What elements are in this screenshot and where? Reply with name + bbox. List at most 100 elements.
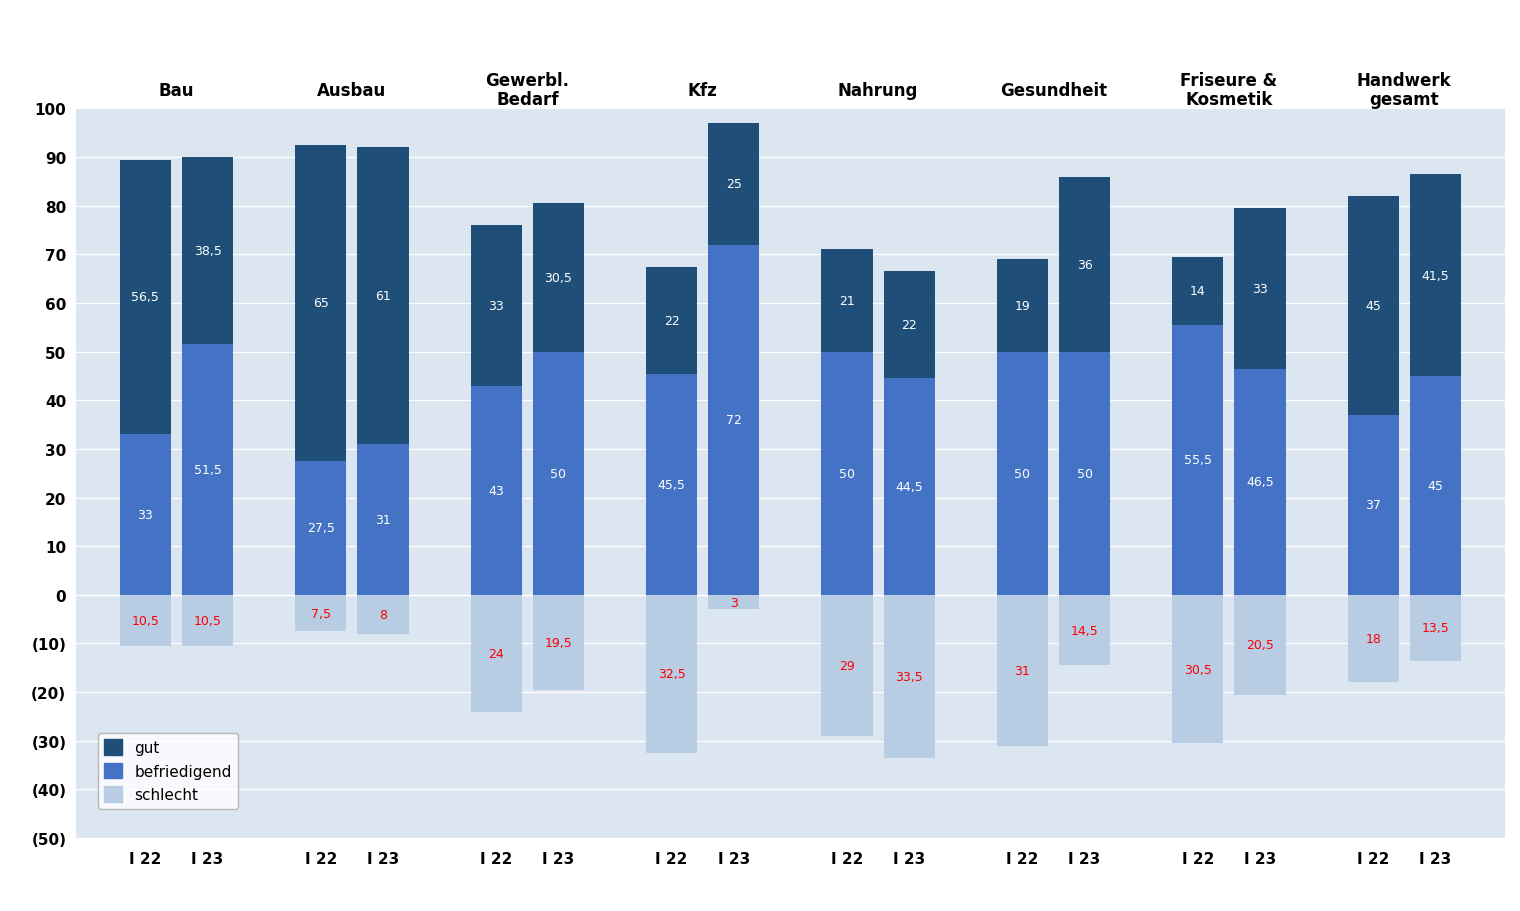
Text: 21: 21: [839, 295, 854, 308]
Bar: [1059, 353, 1110, 595]
Bar: [708, 595, 760, 609]
Text: 10,5: 10,5: [132, 614, 160, 627]
Bar: [471, 226, 521, 386]
Text: 27,5: 27,5: [307, 522, 334, 535]
Text: 50: 50: [1076, 467, 1093, 480]
Bar: [1409, 595, 1461, 660]
Text: Kosmetik: Kosmetik: [1186, 91, 1272, 109]
Text: 45: 45: [1427, 479, 1444, 492]
Bar: [471, 386, 521, 595]
Text: 37: 37: [1365, 499, 1382, 512]
Text: 44,5: 44,5: [895, 481, 923, 494]
Bar: [182, 158, 233, 345]
Text: 51,5: 51,5: [193, 464, 222, 476]
Text: Friseure &: Friseure &: [1181, 72, 1277, 90]
Text: 46,5: 46,5: [1246, 476, 1274, 488]
Bar: [471, 595, 521, 711]
Text: Kfz: Kfz: [689, 82, 717, 99]
Bar: [883, 595, 935, 758]
Bar: [295, 462, 347, 595]
Text: Gewerbl.: Gewerbl.: [485, 72, 570, 90]
Text: 33: 33: [137, 508, 154, 521]
Bar: [821, 251, 872, 353]
Bar: [120, 160, 172, 435]
Bar: [883, 379, 935, 595]
Bar: [120, 435, 172, 595]
Text: 30,5: 30,5: [544, 271, 573, 284]
Bar: [1409, 175, 1461, 376]
Bar: [1348, 415, 1398, 595]
Bar: [1234, 595, 1286, 695]
Bar: [883, 272, 935, 379]
Bar: [357, 148, 409, 445]
Text: 22: 22: [664, 314, 679, 327]
Legend: gut, befriedigend, schlecht: gut, befriedigend, schlecht: [97, 733, 239, 809]
Bar: [708, 245, 760, 595]
Bar: [295, 595, 347, 631]
Bar: [1172, 258, 1224, 325]
Bar: [534, 204, 584, 353]
Text: 36: 36: [1076, 259, 1093, 271]
Bar: [997, 260, 1047, 353]
Bar: [1059, 595, 1110, 666]
Text: 72: 72: [727, 414, 742, 426]
Text: 19: 19: [1014, 300, 1031, 312]
Text: 56,5: 56,5: [132, 292, 160, 304]
Bar: [1172, 325, 1224, 595]
Text: gesamt: gesamt: [1370, 91, 1439, 109]
Bar: [1234, 369, 1286, 595]
Text: 43: 43: [488, 485, 505, 497]
Text: 29: 29: [839, 660, 854, 672]
Text: 50: 50: [839, 467, 856, 480]
Text: 8: 8: [378, 609, 388, 621]
Text: 61: 61: [375, 290, 391, 302]
Bar: [821, 595, 872, 736]
Text: 55,5: 55,5: [1184, 454, 1211, 466]
Text: 31: 31: [1014, 664, 1031, 677]
Bar: [708, 124, 760, 245]
Text: Handwerk: Handwerk: [1357, 72, 1452, 90]
Text: 13,5: 13,5: [1421, 621, 1449, 634]
Text: 20,5: 20,5: [1246, 639, 1274, 651]
Text: 50: 50: [550, 467, 567, 480]
Text: Gesundheit: Gesundheit: [1000, 82, 1107, 99]
Bar: [1172, 595, 1224, 743]
Text: Bau: Bau: [158, 82, 195, 99]
Text: 33: 33: [488, 300, 505, 312]
Bar: [182, 595, 233, 646]
Text: 19,5: 19,5: [544, 636, 572, 649]
Bar: [1409, 376, 1461, 595]
Text: 22: 22: [901, 319, 917, 332]
Bar: [997, 353, 1047, 595]
Bar: [534, 595, 584, 690]
Text: 14: 14: [1190, 285, 1205, 298]
Text: 24: 24: [488, 647, 505, 660]
Bar: [646, 595, 698, 753]
Bar: [646, 267, 698, 374]
Text: 7,5: 7,5: [310, 607, 331, 619]
Bar: [1348, 197, 1398, 415]
Bar: [646, 374, 698, 595]
Bar: [182, 345, 233, 595]
Bar: [295, 146, 347, 462]
Text: 33,5: 33,5: [895, 670, 923, 683]
Bar: [821, 353, 872, 595]
Text: 33: 33: [1252, 282, 1268, 295]
Text: 41,5: 41,5: [1421, 270, 1449, 282]
Text: 31: 31: [375, 514, 391, 527]
Text: 14,5: 14,5: [1070, 624, 1099, 637]
Bar: [357, 445, 409, 595]
Text: 65: 65: [313, 297, 328, 310]
Text: 3: 3: [730, 596, 737, 609]
Text: 32,5: 32,5: [658, 668, 686, 681]
Text: Ausbau: Ausbau: [318, 82, 386, 99]
Bar: [997, 595, 1047, 746]
Text: Bedarf: Bedarf: [496, 91, 558, 109]
Text: 38,5: 38,5: [193, 245, 222, 258]
Text: 30,5: 30,5: [1184, 663, 1211, 676]
Text: 50: 50: [1014, 467, 1031, 480]
Text: Nahrung: Nahrung: [838, 82, 918, 99]
Text: 10,5: 10,5: [193, 614, 222, 627]
Text: 45,5: 45,5: [658, 478, 686, 491]
Bar: [1059, 178, 1110, 353]
